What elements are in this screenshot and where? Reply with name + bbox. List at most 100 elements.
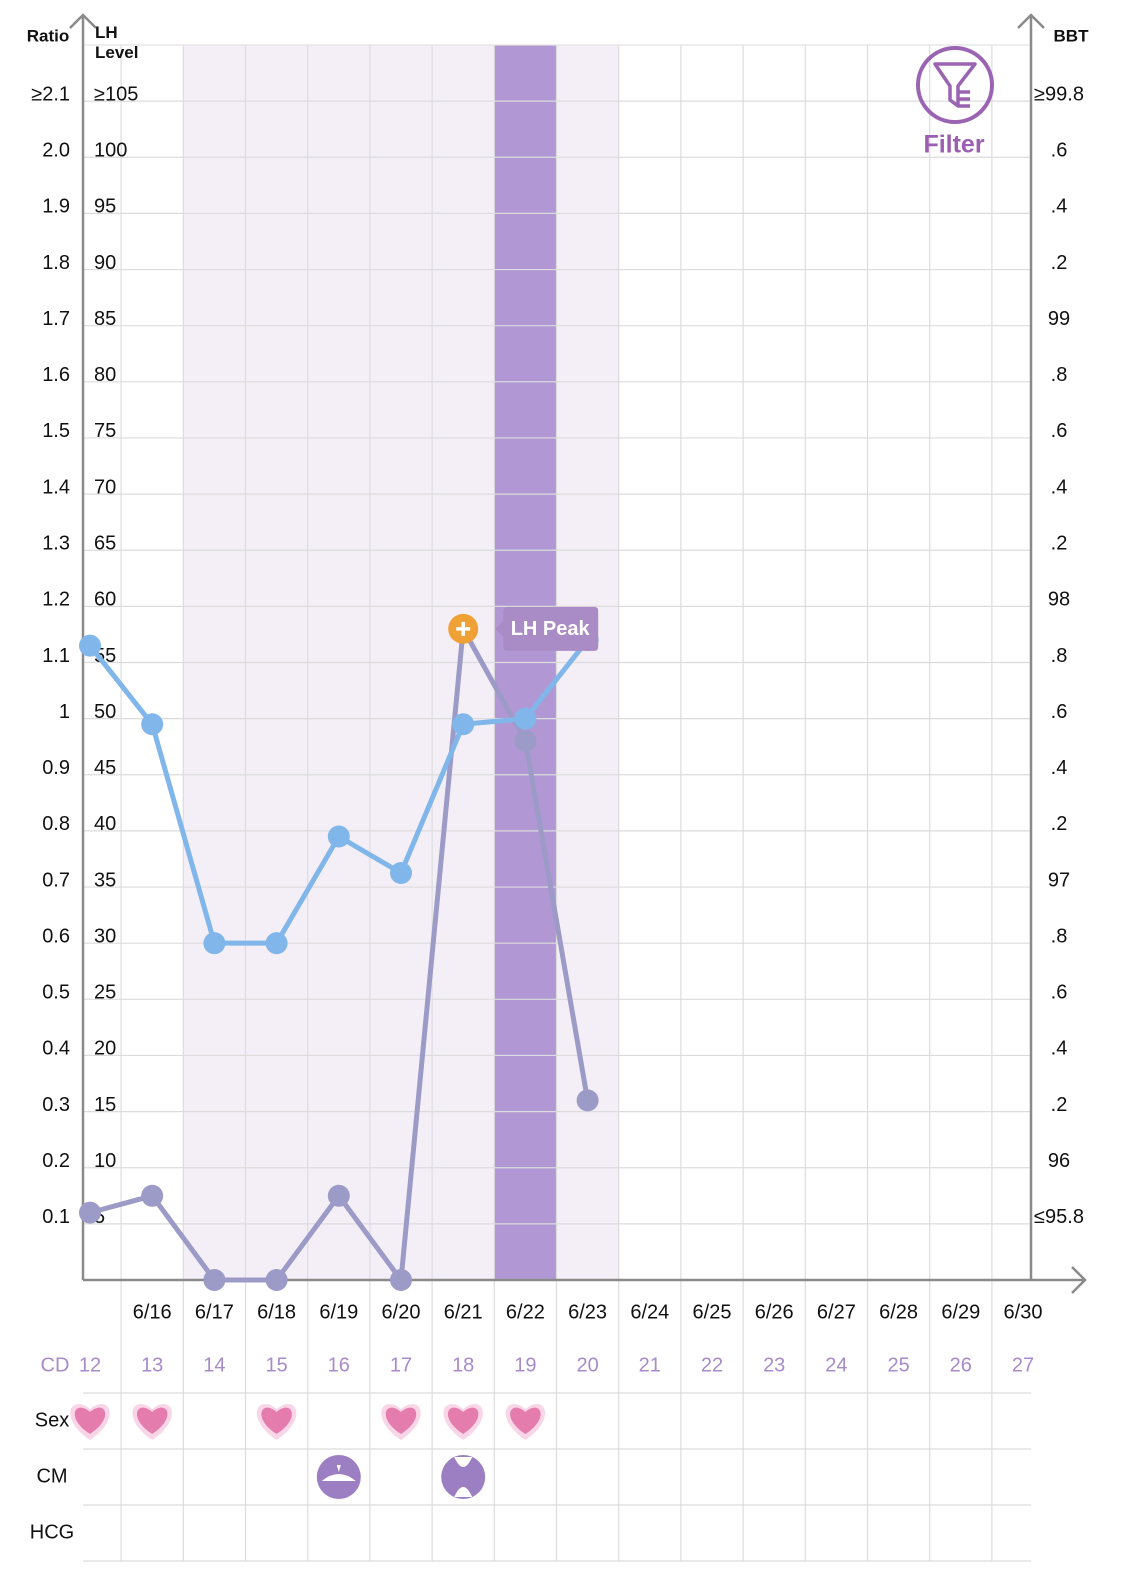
data-point	[327, 825, 350, 848]
row-label: CM	[36, 1465, 67, 1487]
lh-tick-label: 80	[94, 364, 116, 386]
y2-tick-label: .6	[1051, 140, 1068, 162]
lh-tick-label: 75	[94, 420, 116, 442]
cycle-day: 24	[825, 1354, 847, 1376]
y2-tick-label: .4	[1051, 196, 1068, 218]
data-point	[141, 1184, 164, 1207]
row-label: HCG	[30, 1521, 74, 1543]
data-point	[265, 1269, 288, 1291]
y-tick-label: 0.4	[42, 1038, 70, 1060]
x-tick-label: 6/17	[195, 1301, 234, 1323]
filter-button[interactable]: Filter	[916, 46, 994, 159]
cycle-day-label: CD	[41, 1354, 70, 1376]
data-point	[79, 634, 101, 657]
cm-glyph	[454, 1457, 473, 1497]
heart	[74, 1407, 106, 1434]
cycle-day: 25	[887, 1354, 909, 1376]
y2-tick-label: .8	[1051, 645, 1068, 667]
y-tick-label: 1.5	[42, 420, 70, 442]
y2-tick-label: .4	[1051, 1038, 1068, 1060]
data-point	[203, 932, 226, 955]
heart	[261, 1407, 292, 1434]
lh-tick-label: 35	[94, 869, 116, 891]
cm-icon	[441, 1455, 486, 1499]
y-tick-label: 0.1	[42, 1206, 70, 1228]
x-tick-label: 6/28	[879, 1301, 918, 1323]
y2-tick-label: .2	[1051, 813, 1068, 835]
y-tick-label: 0.5	[42, 982, 70, 1004]
cycle-day: 13	[141, 1354, 163, 1376]
cycle-day: 27	[1012, 1354, 1034, 1376]
cycle-day: 22	[701, 1354, 723, 1376]
y-tick-label: 1.6	[42, 364, 70, 386]
heart	[510, 1407, 541, 1434]
row-label: Sex	[35, 1409, 69, 1431]
lh-tick-label: 45	[94, 757, 116, 779]
lh-tick-label: 60	[94, 589, 116, 611]
y-tick-label: 0.6	[42, 925, 70, 947]
y-tick-label: 1.3	[42, 533, 70, 555]
lh-tick-label: 50	[94, 701, 116, 723]
y2-tick-label: .2	[1051, 1094, 1068, 1116]
cycle-day: 21	[639, 1354, 661, 1376]
heart	[136, 1407, 168, 1434]
y-tick-label: 1	[59, 701, 70, 723]
heart	[447, 1407, 479, 1434]
data-point	[576, 1089, 599, 1112]
heart	[385, 1407, 417, 1434]
cycle-day: 23	[763, 1354, 785, 1376]
y2-tick-label: .8	[1051, 925, 1068, 947]
lh-tick-label: 65	[94, 533, 116, 555]
y2-tick-label: 96	[1048, 1150, 1070, 1172]
cycle-day: 18	[452, 1354, 474, 1376]
x-tick-label: 6/29	[941, 1301, 980, 1323]
x-tick-label: 6/21	[444, 1301, 483, 1323]
y-tick-label: 0.7	[42, 869, 70, 891]
y-tick-label: 1.7	[42, 308, 70, 330]
x-tick-label: 6/24	[630, 1301, 669, 1323]
data-point	[265, 932, 288, 955]
x-tick-label: 6/16	[133, 1301, 172, 1323]
cycle-day: 17	[390, 1354, 412, 1376]
y2-tick-label: .6	[1051, 420, 1068, 442]
data-point	[514, 707, 537, 730]
lh-tick-label: 15	[94, 1094, 116, 1116]
x-tick-label: 6/25	[693, 1301, 732, 1323]
y-tick-label: 0.3	[42, 1094, 70, 1116]
y2-tick-label: ≤95.8	[1034, 1206, 1084, 1228]
data-point	[141, 713, 164, 736]
lh-tick-label: 10	[94, 1150, 116, 1172]
data-point	[514, 730, 537, 753]
y-tick-label: 0.2	[42, 1150, 70, 1172]
peak-plus	[456, 621, 471, 636]
y2-tick-label: 98	[1048, 589, 1070, 611]
lh-tick-label: 25	[94, 982, 116, 1004]
cycle-day: 16	[328, 1354, 350, 1376]
data-point	[390, 862, 412, 885]
filter-funnel	[933, 62, 977, 108]
y-axis-label: Ratio	[27, 26, 70, 45]
y-tick-label: ≥2.1	[31, 83, 70, 105]
y2-tick-label: 97	[1048, 869, 1070, 891]
lh-tick-label: 90	[94, 252, 116, 274]
y2-tick-label: .2	[1051, 533, 1068, 555]
y2-tick-label: .4	[1051, 757, 1068, 779]
filter-icon	[916, 46, 994, 124]
y-tick-label: 1.2	[42, 589, 70, 611]
lh-tick-label: 70	[94, 476, 116, 498]
lh-axis-label: LH Level	[95, 23, 139, 62]
filter-label: Filter	[923, 131, 984, 159]
x-tick-label: 6/20	[382, 1301, 421, 1323]
data-point	[79, 1201, 101, 1224]
y2-tick-label: .6	[1051, 982, 1068, 1004]
x-tick-label: 6/23	[568, 1301, 607, 1323]
y2-tick-label: .6	[1051, 701, 1068, 723]
x-tick-label: 6/30	[1004, 1301, 1043, 1323]
cm-glyph	[321, 1465, 356, 1481]
cycle-day: 15	[265, 1354, 287, 1376]
data-point	[327, 1184, 350, 1207]
lh-tick-label: 20	[94, 1038, 116, 1060]
x-tick-label: 6/19	[319, 1301, 358, 1323]
cycle-day: 12	[79, 1354, 101, 1376]
